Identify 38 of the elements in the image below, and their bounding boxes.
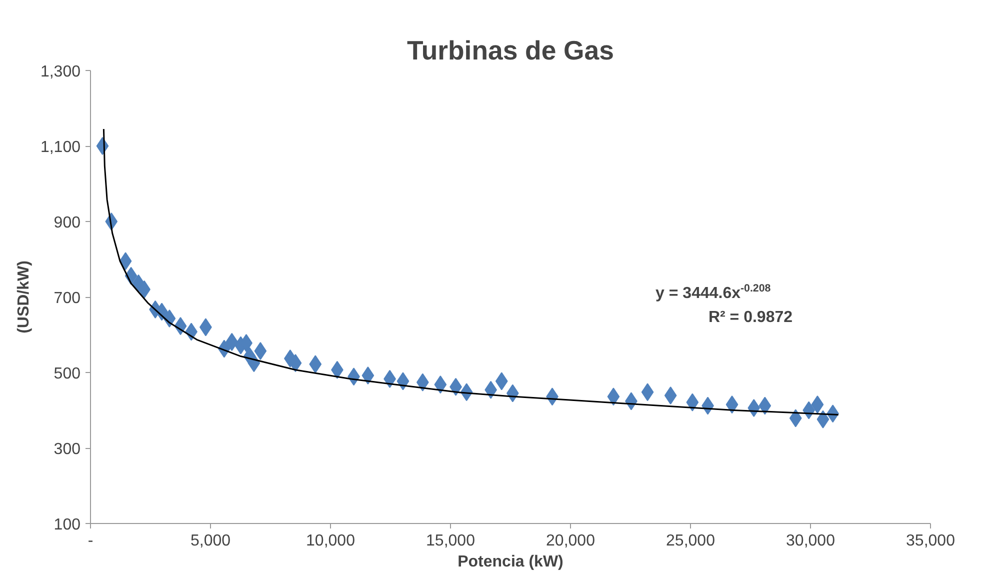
point [362, 366, 374, 385]
y-tick-label: 900 [54, 214, 81, 232]
y-axis-title: (USD/kW) [15, 260, 32, 334]
x-tick-label: 25,000 [666, 532, 716, 550]
point [396, 372, 410, 390]
y-tick-label: 1,300 [40, 64, 81, 80]
point [607, 388, 620, 406]
point [686, 393, 699, 412]
point [726, 396, 738, 414]
chart-title: Turbinas de Gas [407, 36, 614, 66]
point [664, 386, 677, 405]
x-tick-label: 5,000 [190, 532, 231, 550]
point [495, 372, 508, 390]
point [254, 342, 267, 360]
y-tick-label: 700 [54, 290, 81, 307]
point [309, 355, 322, 374]
x-axis-title: Potencia (kW) [458, 554, 564, 570]
point [226, 332, 238, 351]
y-tick-label: 1,100 [40, 139, 81, 156]
point [119, 252, 132, 270]
x-tick-label: 30,000 [786, 532, 836, 550]
point [811, 396, 824, 414]
point [641, 383, 654, 402]
point [289, 354, 302, 372]
y-tick-label: 300 [54, 441, 81, 458]
point [789, 409, 802, 428]
point [434, 376, 447, 394]
y-tick-label: 500 [54, 366, 81, 382]
point [416, 373, 429, 392]
y-tick-label: 100 [54, 516, 81, 534]
x-tick-label: 20,000 [546, 532, 596, 550]
annotation: R² = 0.9872 [708, 309, 793, 326]
x-tick-label: 15,000 [426, 532, 476, 550]
x-tick-label: 10,000 [306, 532, 356, 550]
point [758, 396, 772, 415]
x-tick-label: - [88, 532, 94, 550]
x-tick-label: 35,000 [906, 532, 956, 550]
point [816, 410, 830, 428]
